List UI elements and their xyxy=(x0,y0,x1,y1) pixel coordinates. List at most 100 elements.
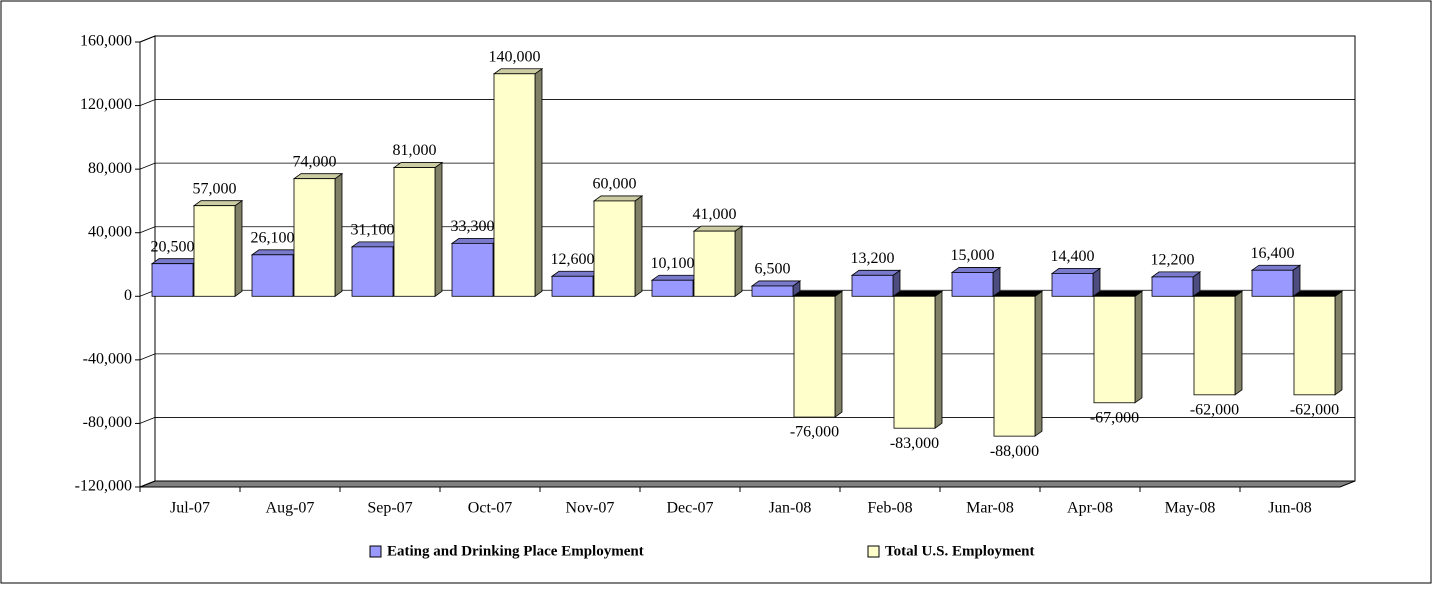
bar-side xyxy=(334,172,343,298)
value-label: 12,600 xyxy=(551,251,595,268)
bar xyxy=(1051,272,1094,297)
value-label: 74,000 xyxy=(293,153,337,170)
bar-top xyxy=(1092,290,1144,297)
y-tick-label: -120,000 xyxy=(75,478,132,495)
bar xyxy=(993,295,1036,437)
bar-side xyxy=(1034,290,1043,437)
bar-top xyxy=(750,280,802,287)
value-label: -67,000 xyxy=(1090,409,1139,426)
bar-top xyxy=(192,200,244,207)
x-tick-label: Jan-08 xyxy=(769,500,812,517)
x-tick-label: Nov-07 xyxy=(566,500,615,517)
bar-top xyxy=(450,237,502,244)
bar-top xyxy=(992,290,1044,297)
value-label: -62,000 xyxy=(1290,401,1339,418)
bar-side xyxy=(1234,290,1243,396)
bar-top xyxy=(150,258,202,265)
bar xyxy=(151,263,194,297)
bar xyxy=(593,200,636,297)
bar xyxy=(193,205,236,297)
bar-side xyxy=(934,290,943,429)
bar-top xyxy=(350,241,402,248)
y-tick-label: 80,000 xyxy=(88,160,132,177)
x-tick-label: May-08 xyxy=(1165,500,1216,517)
legend-swatch xyxy=(369,545,382,558)
bar xyxy=(693,230,736,297)
value-label: 140,000 xyxy=(489,48,541,65)
x-tick-label: Feb-08 xyxy=(867,500,912,517)
value-label: -62,000 xyxy=(1190,401,1239,418)
bar xyxy=(351,246,394,297)
bar xyxy=(1193,295,1236,396)
bar xyxy=(751,285,794,297)
bar xyxy=(793,295,836,418)
bar-top xyxy=(850,269,902,276)
value-label: -76,000 xyxy=(790,424,839,441)
value-label: 81,000 xyxy=(393,142,437,159)
legend: Eating and Drinking Place Employment Tota… xyxy=(369,543,1034,559)
x-tick-label: Apr-08 xyxy=(1067,500,1113,517)
bar-side xyxy=(634,195,643,298)
value-label: 10,100 xyxy=(651,255,695,272)
bar-side xyxy=(534,68,543,298)
bar-side xyxy=(834,290,843,418)
bar-side xyxy=(734,225,743,298)
x-tick-label: Jun-08 xyxy=(1268,500,1312,517)
bar xyxy=(951,272,994,297)
bar-top xyxy=(1292,290,1344,297)
bar-top xyxy=(1050,267,1102,274)
y-tick-label: -80,000 xyxy=(83,414,132,431)
bar-top xyxy=(792,290,844,297)
legend-swatch xyxy=(867,545,880,558)
grid-line-side xyxy=(139,35,156,43)
value-label: 60,000 xyxy=(593,176,637,193)
bar-side xyxy=(1134,290,1143,404)
y-tick-label: 160,000 xyxy=(80,33,132,50)
x-tick-label: Aug-07 xyxy=(266,500,315,517)
value-label: -83,000 xyxy=(890,435,939,452)
bar-top xyxy=(1150,271,1202,278)
value-label: 33,300 xyxy=(451,218,495,235)
value-label: 31,100 xyxy=(351,222,395,239)
x-tick-label: Jul-07 xyxy=(170,500,210,517)
bar xyxy=(651,279,694,297)
side-wall xyxy=(139,35,156,488)
value-label: -88,000 xyxy=(990,443,1039,460)
value-label: 20,500 xyxy=(151,238,195,255)
grid-line-side xyxy=(139,417,156,424)
x-tick-label: Mar-08 xyxy=(966,500,1014,517)
value-label: 13,200 xyxy=(851,250,895,267)
grid-line-side xyxy=(139,99,156,106)
legend-label: Eating and Drinking Place Employment xyxy=(387,543,644,559)
grid-line-side xyxy=(139,226,156,234)
y-tick-label: -40,000 xyxy=(83,351,132,368)
bar-top xyxy=(692,225,744,232)
bar-top xyxy=(1250,264,1302,271)
floor xyxy=(139,480,1356,488)
bar xyxy=(851,274,894,297)
value-label: 41,000 xyxy=(693,206,737,223)
bar-top xyxy=(550,270,602,277)
bar xyxy=(1293,295,1336,396)
bar xyxy=(293,178,336,297)
y-tick-label: 0 xyxy=(124,287,132,304)
grid-line-side xyxy=(139,353,156,361)
grid-line-side xyxy=(139,162,156,170)
value-label: 14,400 xyxy=(1051,248,1095,265)
legend-label: Total U.S. Employment xyxy=(885,543,1034,559)
bar-top xyxy=(592,195,644,202)
bar-top xyxy=(1192,290,1244,297)
value-label: 26,100 xyxy=(251,229,295,246)
bar-top xyxy=(650,274,702,281)
bar xyxy=(393,167,436,297)
bar xyxy=(1251,269,1294,297)
grid-line-side xyxy=(139,480,156,488)
x-tick-label: Sep-07 xyxy=(367,500,412,517)
bar xyxy=(451,242,494,297)
bar-side xyxy=(434,161,443,298)
bar-top xyxy=(392,162,444,168)
bar-side xyxy=(1334,290,1343,396)
bar xyxy=(551,275,594,297)
y-tick-label: 120,000 xyxy=(80,96,132,113)
